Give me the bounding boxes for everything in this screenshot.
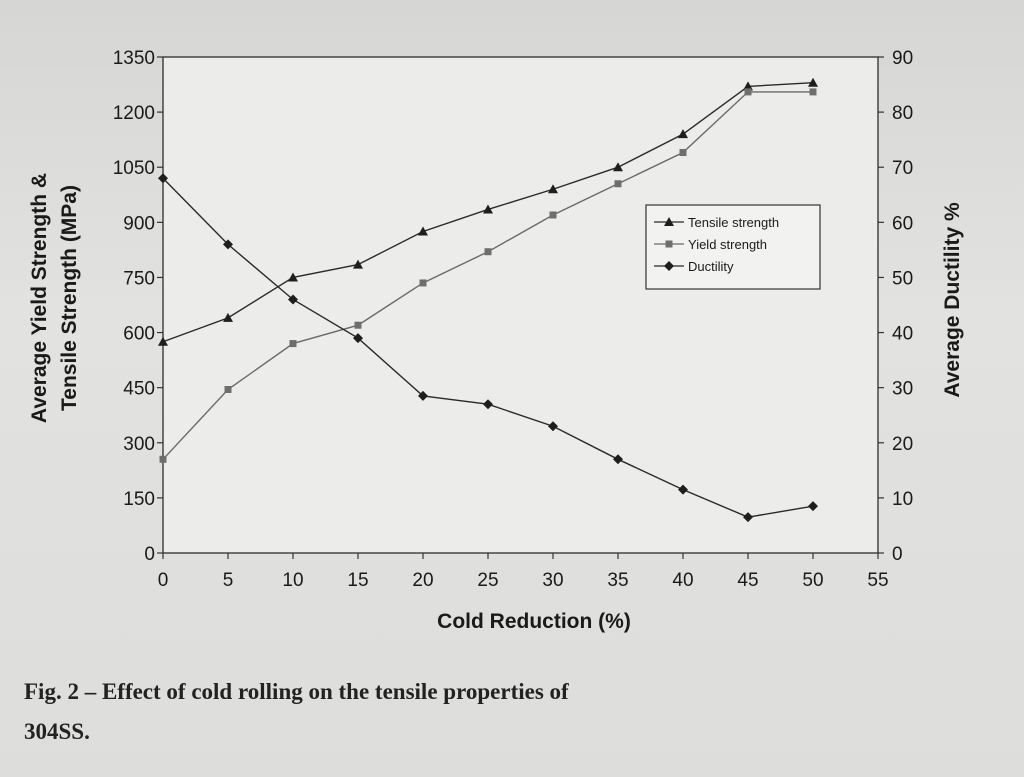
legend-marker-yield-strength [665,240,673,248]
x-tick-label: 25 [477,570,498,591]
data-point-yield-strength [744,88,752,96]
legend-label-ductility: Ductility [688,259,734,274]
y2-tick-label: 60 [892,213,913,234]
data-point-ductility [808,501,818,512]
y-tick-label: 600 [123,324,155,345]
data-point-yield-strength [159,455,167,463]
data-point-ductility [353,333,363,344]
y2-tick-label: 20 [892,434,913,455]
caption-line-1: Fig. 2 – Effect of cold rolling on the t… [24,679,569,704]
data-point-tensile-strength [613,162,623,172]
data-point-ductility [288,294,298,305]
x-tick-label: 5 [223,570,234,591]
y-tick-label: 1350 [113,48,155,69]
y-tick-label: 450 [123,379,155,400]
y2-tick-label: 90 [892,48,913,69]
legend-label-yield-strength: Yield strength [688,237,767,252]
axis-titles: Cold Reduction (%) Average Yield Strengt… [28,173,964,633]
y-axis-title-line1: Average Yield Strength & [28,173,51,423]
data-point-tensile-strength [483,204,493,214]
legend-marker-ductility [664,261,674,271]
data-point-tensile-strength [353,259,363,269]
data-point-tensile-strength [223,312,233,322]
data-point-ductility [483,399,493,410]
y-axis-title-line2: Tensile Strength (MPa) [58,185,81,411]
y2-tick-label: 0 [892,544,903,565]
x-tick-label: 45 [737,570,758,591]
plot-frame [162,56,879,554]
x-tick-label: 20 [412,570,433,591]
legend-label-tensile-strength: Tensile strength [688,215,779,230]
figure-caption: Fig. 2 – Effect of cold rolling on the t… [24,672,984,752]
y2-tick-label: 50 [892,268,913,289]
series-tensile-strength [158,77,818,346]
x-tick-label: 40 [672,570,693,591]
data-point-ductility [418,390,428,401]
data-point-yield-strength [419,279,427,287]
x-tick-label: 30 [542,570,563,591]
y2-tick-label: 40 [892,324,913,345]
y-tick-label: 1200 [113,103,155,124]
plot-area [162,56,879,554]
data-point-tensile-strength [743,81,753,91]
x-tick-label: 15 [347,570,368,591]
axis-ticks: 0 5 10 15 20 25 30 35 40 45 50 55015030045060075090… [113,48,913,591]
data-point-yield-strength [289,340,297,348]
data-point-ductility [548,421,558,432]
y2-tick-label: 70 [892,158,913,179]
x-axis-title: Cold Reduction (%) [437,610,631,633]
series-yield-strength [159,88,817,463]
caption-line-2: 304SS. [24,719,90,744]
data-point-yield-strength [679,149,687,157]
data-point-ductility [158,173,168,184]
legend-marker-tensile-strength [664,217,674,226]
legend-box [645,204,821,290]
y-tick-label: 0 [144,544,155,565]
data-point-tensile-strength [158,336,168,346]
y-tick-label: 750 [123,268,155,289]
data-point-yield-strength [549,211,557,219]
data-point-yield-strength [224,386,232,394]
data-point-yield-strength [614,180,622,188]
y2-tick-label: 30 [892,379,913,400]
data-point-ductility [613,454,623,465]
legend: Tensile strength Yield strength Ductility [645,204,821,290]
x-tick-label: 50 [802,570,823,591]
y2-tick-label: 10 [892,489,913,510]
data-point-tensile-strength [548,184,558,194]
data-point-ductility [678,484,688,495]
x-tick-label: 35 [607,570,628,591]
x-tick-label: 0 [158,570,169,591]
data-point-ductility [223,239,233,250]
y-tick-label: 900 [123,213,155,234]
y-tick-label: 1050 [113,158,155,179]
data-point-tensile-strength [418,226,428,236]
series-group [158,77,818,523]
y-tick-label: 300 [123,434,155,455]
data-point-ductility [743,512,753,523]
data-point-tensile-strength [678,129,688,139]
data-point-yield-strength [484,248,492,256]
x-tick-label: 55 [867,570,888,591]
data-point-yield-strength [354,321,362,329]
y2-tick-label: 80 [892,103,913,124]
x-tick-label: 10 [282,570,303,591]
data-point-tensile-strength [808,77,818,87]
data-point-yield-strength [809,88,817,96]
y-tick-label: 150 [123,489,155,510]
y2-axis-title: Average Ductility % [941,202,964,398]
series-ductility [158,173,818,523]
data-point-tensile-strength [288,272,298,282]
